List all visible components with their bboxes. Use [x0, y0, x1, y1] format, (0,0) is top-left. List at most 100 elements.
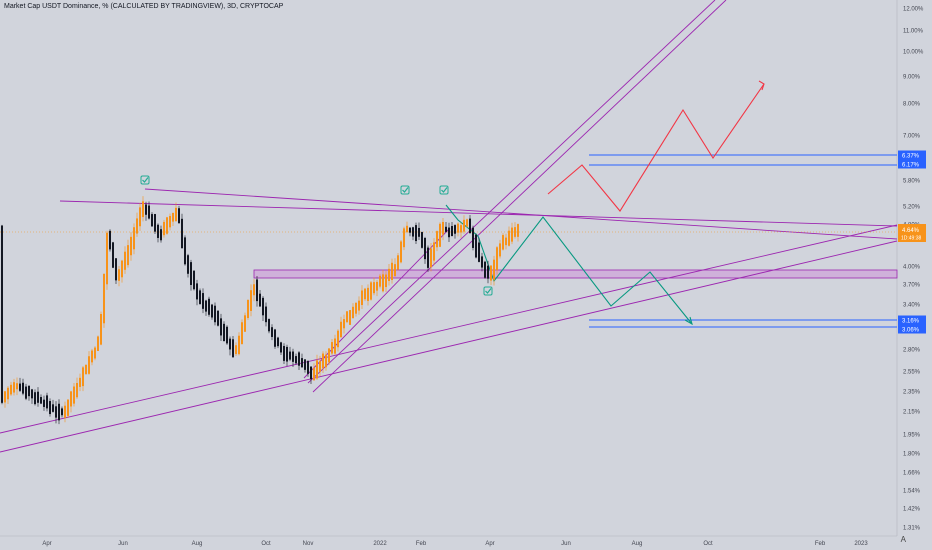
- candle-body: [337, 330, 339, 348]
- y-tick-label: 1.54%: [903, 489, 921, 495]
- candle-body: [466, 219, 468, 227]
- candle-body: [481, 256, 483, 268]
- candle-body: [307, 360, 309, 374]
- candle-body: [382, 274, 384, 292]
- trendline: [312, 0, 727, 393]
- bullish-arrowhead: [758, 80, 765, 91]
- candle-body: [508, 230, 510, 246]
- candle-body: [79, 377, 81, 387]
- level-label-bg: [898, 315, 926, 325]
- x-tick-label: 2023: [854, 541, 868, 547]
- candle-body: [286, 346, 288, 362]
- candle-body: [442, 221, 444, 235]
- candle-body: [106, 232, 108, 285]
- candle-body: [220, 318, 222, 336]
- y-tick-label: 5.20%: [903, 205, 921, 211]
- candle-body: [514, 227, 516, 237]
- candle-body: [376, 281, 378, 291]
- level-label: 6.37%: [902, 153, 920, 159]
- candle-body: [205, 300, 207, 312]
- candle-body: [184, 237, 186, 265]
- corner-label[interactable]: A: [900, 535, 906, 544]
- candle-body: [160, 229, 162, 241]
- candle-body: [412, 227, 414, 237]
- candle-body: [64, 405, 66, 418]
- candle-body: [133, 227, 135, 250]
- candle-body: [94, 347, 96, 359]
- level-label-bg: [898, 324, 926, 334]
- candle-body: [202, 293, 204, 309]
- candle-body: [370, 282, 372, 300]
- y-tick-label: 2.35%: [903, 390, 921, 396]
- candle-body: [4, 391, 6, 403]
- level-label: 3.06%: [902, 327, 920, 333]
- candle-body: [313, 367, 315, 381]
- chart-title: Market Cap USDT Dominance, % (CALCULATED…: [4, 3, 284, 10]
- candle-body: [295, 356, 297, 364]
- candle-body: [253, 284, 255, 296]
- candle-body: [148, 205, 150, 219]
- candle-body: [175, 207, 177, 222]
- trendline: [144, 188, 898, 240]
- candle-body: [163, 221, 165, 236]
- checkmark-icon: [439, 185, 449, 195]
- y-tick-label: 2.55%: [903, 370, 921, 376]
- checkmark-icon: [140, 175, 150, 185]
- candles: [1, 196, 519, 425]
- candle-body: [322, 353, 324, 369]
- candle-body: [127, 245, 129, 266]
- candle-body: [139, 207, 141, 227]
- current-price-label-bg: [898, 224, 926, 242]
- candle-body: [415, 225, 417, 242]
- x-tick-label: Apr: [485, 541, 494, 547]
- trendline: [0, 224, 898, 434]
- candle-body: [58, 403, 60, 421]
- candle-body: [301, 358, 303, 368]
- candle-body: [157, 224, 159, 238]
- candle-body: [259, 293, 261, 307]
- y-tick-label: 4.00%: [903, 265, 921, 271]
- y-tick-label: 2.80%: [903, 348, 921, 354]
- y-tick-label: 10.00%: [903, 50, 924, 56]
- candle-body: [292, 351, 294, 362]
- candle-body: [25, 386, 27, 399]
- candle-body: [265, 306, 267, 323]
- x-tick-label: Jun: [561, 541, 571, 547]
- bullish-projection: [547, 83, 765, 212]
- x-tick-label: Aug: [632, 541, 643, 547]
- candle-body: [283, 345, 285, 361]
- candle-body: [52, 404, 54, 412]
- bearish-arrowhead: [684, 316, 693, 326]
- candle-body: [61, 408, 63, 416]
- current-price-label: 4.64%: [902, 228, 920, 234]
- candle-body: [493, 259, 495, 280]
- candle-body: [451, 226, 453, 236]
- candle-body: [232, 339, 234, 358]
- candle-body: [298, 352, 300, 366]
- trendline: [0, 240, 898, 453]
- trendline: [307, 0, 716, 384]
- candle-body: [37, 391, 39, 403]
- y-tick-label: 3.70%: [903, 283, 921, 289]
- candle-body: [1, 225, 3, 403]
- y-tick-label: 8.00%: [903, 102, 921, 108]
- candle-body: [496, 247, 498, 271]
- candle-body: [379, 275, 381, 287]
- candle-body: [367, 287, 369, 301]
- candle-body: [247, 299, 249, 319]
- candle-body: [343, 319, 345, 329]
- candle-body: [358, 300, 360, 311]
- candle-body: [136, 218, 138, 234]
- x-tick-label: Aug: [192, 541, 203, 547]
- candle-body: [142, 201, 144, 218]
- candle-body: [190, 262, 192, 285]
- candle-body: [196, 283, 198, 300]
- candle-body: [112, 242, 114, 268]
- trendline: [59, 200, 898, 227]
- candle-body: [97, 336, 99, 351]
- candle-body: [238, 335, 240, 355]
- candle-body: [499, 243, 501, 257]
- candle-body: [250, 290, 252, 311]
